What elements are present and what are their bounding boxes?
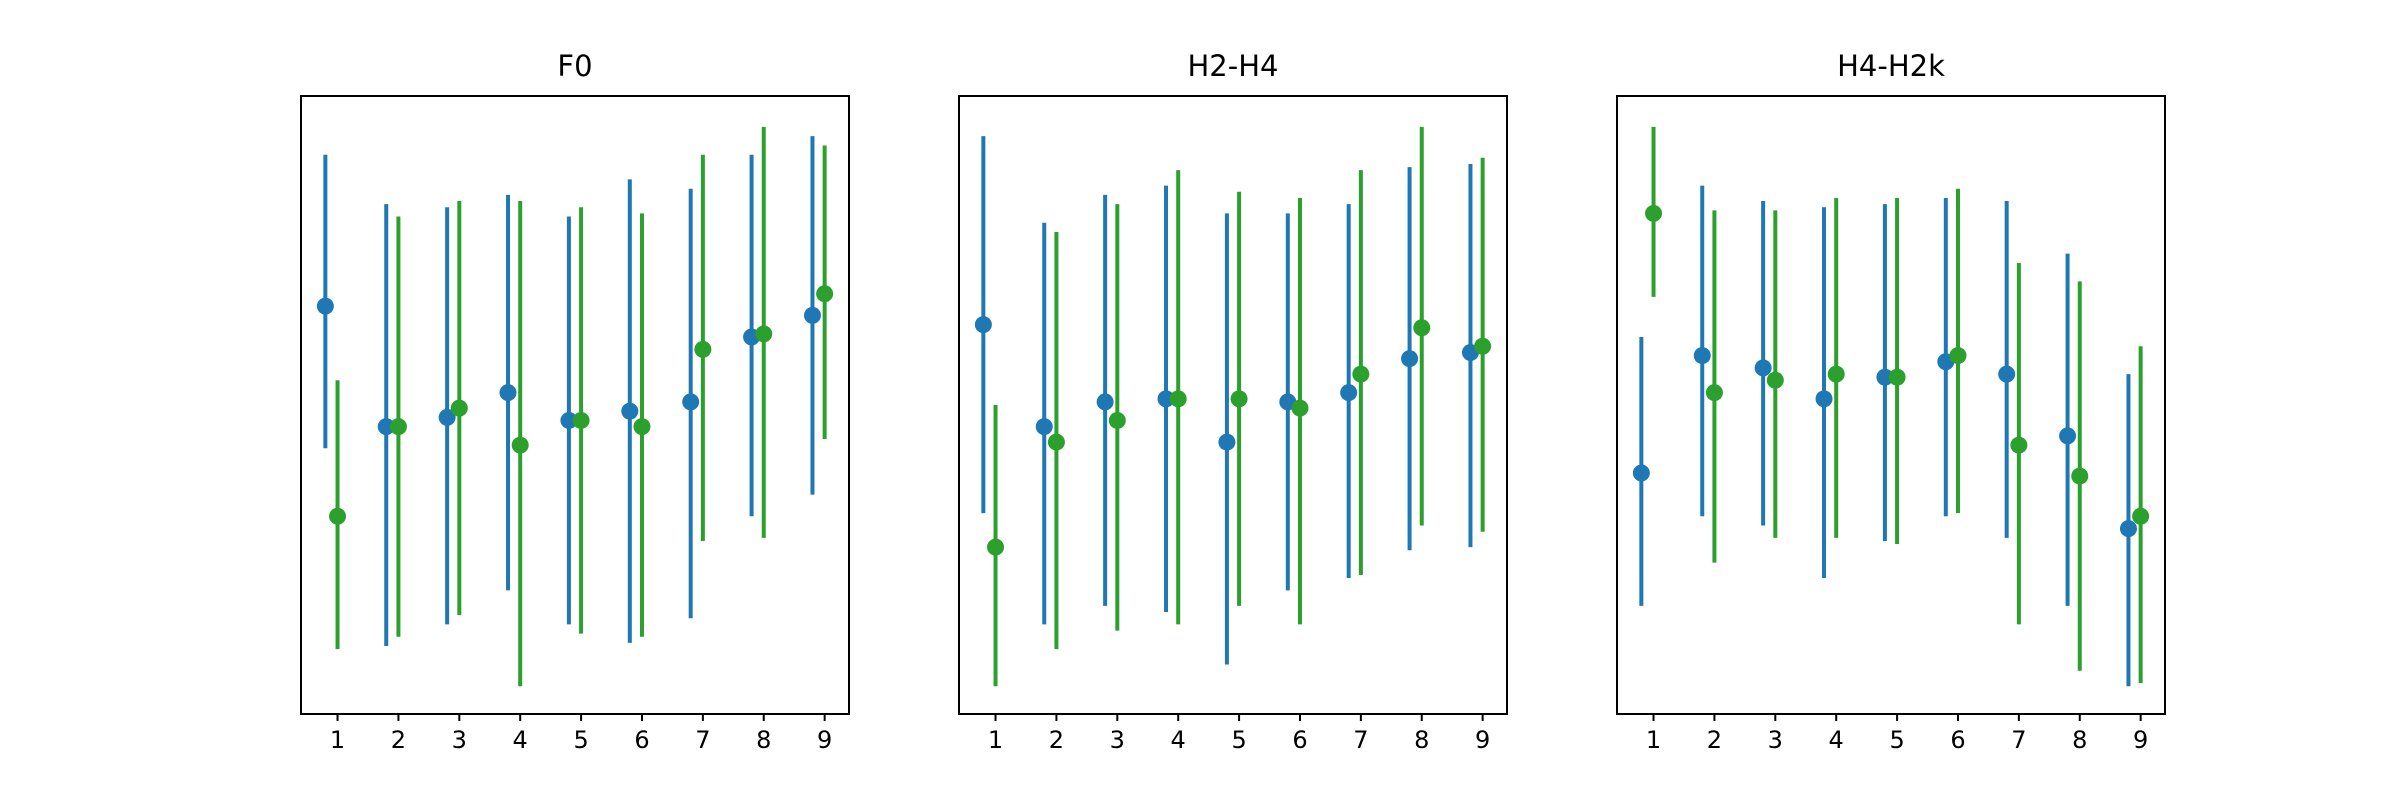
x-tick-label: 4 <box>1829 726 1844 754</box>
mean-point <box>1047 433 1065 451</box>
panel-title: H2-H4 <box>1188 49 1279 83</box>
mean-point <box>2132 507 2150 525</box>
mean-point <box>377 418 395 436</box>
mean-point <box>694 340 712 358</box>
mean-point <box>1827 365 1845 383</box>
mean-point <box>2010 436 2028 454</box>
mean-point <box>389 418 407 436</box>
mean-point <box>2071 467 2089 485</box>
axes-frame <box>958 95 1508 715</box>
mean-point <box>450 399 468 417</box>
x-tick-label: 7 <box>2011 726 2026 754</box>
mean-point <box>1230 390 1248 408</box>
x-tick-label: 2 <box>391 726 406 754</box>
mean-point <box>438 408 456 426</box>
panel-marks <box>974 126 1492 687</box>
x-tick-label: 5 <box>1889 726 1904 754</box>
mean-point <box>2119 520 2137 538</box>
mean-point <box>1888 368 1906 386</box>
mean-point <box>1413 319 1431 337</box>
x-tick-label: 1 <box>988 726 1003 754</box>
x-axis-ticks: 1 2 3 4 5 6 7 8 9 <box>330 714 832 754</box>
panel-f0: F0 1 2 3 4 5 6 7 8 9 <box>300 49 850 754</box>
x-tick-label: 2 <box>1707 726 1722 754</box>
x-tick-label: 3 <box>452 726 467 754</box>
series-2 <box>1645 126 2150 684</box>
mean-point <box>682 393 700 411</box>
mean-point <box>987 538 1005 556</box>
x-tick-label: 9 <box>1475 726 1490 754</box>
mean-point <box>1474 337 1492 355</box>
mean-point <box>572 411 590 429</box>
x-tick-label: 6 <box>634 726 649 754</box>
mean-point <box>1096 393 1114 411</box>
x-tick-label: 6 <box>1292 726 1307 754</box>
x-tick-label: 2 <box>1049 726 1064 754</box>
x-tick-label: 9 <box>817 726 832 754</box>
x-tick-label: 8 <box>756 726 771 754</box>
mean-point <box>1291 399 1309 417</box>
mean-point <box>816 285 834 303</box>
mean-point <box>755 325 773 343</box>
series-1 <box>974 136 1479 665</box>
x-tick-label: 3 <box>1110 726 1125 754</box>
x-axis-ticks: 1 2 3 4 5 6 7 8 9 <box>1646 714 2148 754</box>
mean-point <box>1035 418 1053 436</box>
mean-point <box>803 306 821 324</box>
x-tick-label: 9 <box>2133 726 2148 754</box>
series-2 <box>329 126 834 687</box>
mean-point <box>1998 365 2016 383</box>
mean-point <box>1108 411 1126 429</box>
x-tick-label: 7 <box>695 726 710 754</box>
series-2 <box>987 126 1492 687</box>
panel-title: H4-H2k <box>1837 49 1945 83</box>
mean-point <box>1815 390 1833 408</box>
x-tick-label: 3 <box>1768 726 1783 754</box>
panel-h4-h2k: H4-H2k 1 2 3 4 5 6 7 8 9 <box>1616 49 2166 754</box>
x-tick-label: 7 <box>1353 726 1368 754</box>
x-tick-label: 5 <box>573 726 588 754</box>
x-tick-label: 6 <box>1950 726 1965 754</box>
mean-point <box>1754 359 1772 377</box>
series-1 <box>316 136 821 647</box>
mean-point <box>1693 347 1711 365</box>
mean-point <box>1157 390 1175 408</box>
mean-point <box>1401 350 1419 368</box>
mean-point <box>1218 433 1236 451</box>
mean-point <box>316 297 334 315</box>
mean-point <box>1645 204 1663 222</box>
mean-point <box>511 436 529 454</box>
mean-point <box>1169 390 1187 408</box>
mean-point <box>2059 427 2077 445</box>
mean-point <box>974 316 992 334</box>
mean-point <box>329 507 347 525</box>
panel-h2-h4: H2-H4 1 2 3 4 5 6 7 8 9 <box>958 49 1508 754</box>
x-tick-label: 4 <box>513 726 528 754</box>
axes-frame <box>1616 95 2166 715</box>
axes-frame <box>300 95 850 715</box>
mean-point <box>1352 365 1370 383</box>
mean-point <box>1766 371 1784 389</box>
mean-point <box>1705 384 1723 402</box>
mean-point <box>1949 347 1967 365</box>
x-tick-label: 8 <box>1414 726 1429 754</box>
mean-point <box>560 411 578 429</box>
x-tick-label: 5 <box>1231 726 1246 754</box>
mean-point <box>1632 464 1650 482</box>
x-axis-ticks: 1 2 3 4 5 6 7 8 9 <box>988 714 1490 754</box>
mean-point <box>1340 384 1358 402</box>
x-tick-label: 4 <box>1171 726 1186 754</box>
x-tick-label: 1 <box>1646 726 1661 754</box>
panel-marks <box>316 126 834 687</box>
mean-point <box>633 418 651 436</box>
mean-point <box>1876 368 1894 386</box>
x-tick-label: 1 <box>330 726 345 754</box>
panel-title: F0 <box>557 49 592 83</box>
mean-point <box>499 384 517 402</box>
mean-point <box>621 402 639 420</box>
panel-marks <box>1632 126 2150 687</box>
x-tick-label: 8 <box>2072 726 2087 754</box>
